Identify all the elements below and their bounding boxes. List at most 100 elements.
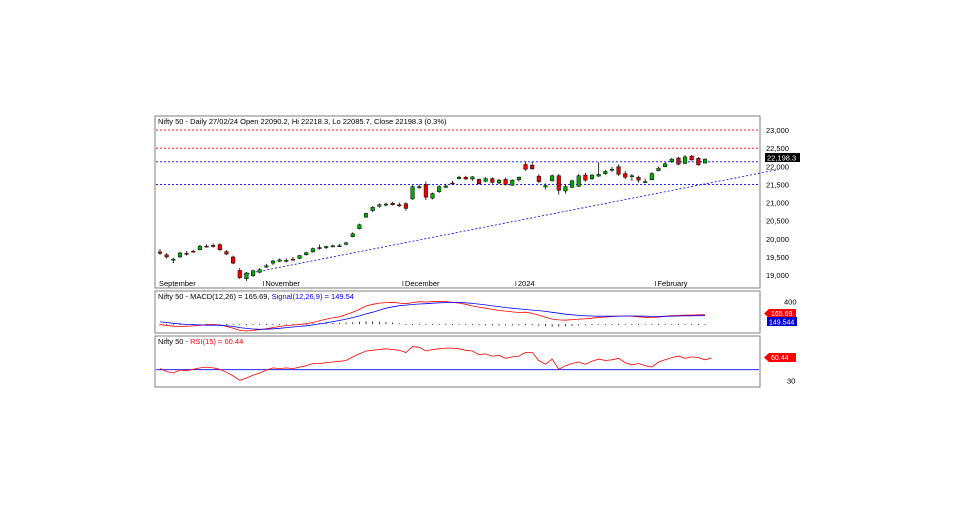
candle-body	[330, 245, 335, 248]
candle-body	[350, 233, 355, 237]
candle-body	[656, 167, 661, 171]
macd-panel: Nifty 50 - MACD(12,26) = 165.69, Signal(…	[154, 290, 797, 334]
price-y-tick-label: 22,000	[766, 162, 789, 171]
candle-body	[570, 180, 575, 188]
candle-body	[397, 204, 402, 207]
candle-body	[217, 244, 222, 250]
rsi-badge-box	[764, 353, 796, 362]
macd-title: Nifty 50 - MACD(12,26) = 165.69, Signal(…	[158, 292, 354, 301]
candle-body	[257, 269, 262, 273]
candle-body	[211, 245, 216, 247]
candle-body	[596, 174, 601, 177]
candle-body	[264, 265, 269, 268]
candle-body	[543, 185, 548, 188]
price-y-tick-label: 21,000	[766, 199, 789, 208]
rsi-badge: 60.44	[764, 353, 796, 362]
candle-body	[689, 155, 694, 161]
macd-panel-frame	[154, 290, 761, 334]
price-x-tick-label: November	[265, 279, 300, 288]
signal-badge: 149.544	[767, 317, 797, 327]
price-y-tick-label: 23,000	[766, 126, 789, 135]
candle-body	[224, 251, 229, 255]
price-y-tick-label: 21,500	[766, 180, 789, 189]
candle-body	[297, 255, 302, 259]
candle-body	[536, 175, 541, 182]
last-price-badge-text: 22,198.3	[767, 154, 796, 163]
candle-body	[191, 250, 196, 253]
candle-body	[583, 174, 588, 181]
candle-body	[270, 260, 276, 264]
price-x-tick-label: December	[405, 279, 440, 288]
candle-body	[510, 179, 515, 186]
rsi-panel: Nifty 50 - RSI(15) = 60.44 30 60.44	[154, 335, 796, 388]
candle-body	[576, 175, 581, 187]
candle-body	[616, 166, 621, 175]
macd-y-axis: 400	[784, 297, 797, 306]
trendline-group	[239, 169, 779, 276]
price-y-tick-label: 20,000	[766, 235, 789, 244]
candle-body	[344, 242, 349, 245]
rsi-title: Nifty 50 - RSI(15) = 60.44	[158, 337, 243, 346]
rsi-y-axis: 30	[787, 376, 795, 385]
candle-body	[603, 171, 608, 174]
candle-body	[430, 193, 435, 199]
candles-group	[157, 155, 708, 281]
candle-body	[636, 176, 641, 181]
rsi-panel-frame	[154, 335, 761, 388]
candle-body	[470, 176, 475, 180]
rsi-title-prefix: Nifty 50 -	[158, 337, 190, 346]
candle-body	[683, 156, 688, 164]
candle-body	[643, 181, 648, 183]
candle-body	[284, 260, 289, 262]
candle-body	[197, 245, 202, 250]
signal-badge-box	[767, 317, 797, 326]
price-x-axis: September November December 2024 February	[159, 279, 688, 288]
candle-body	[310, 248, 315, 253]
candle-body	[324, 246, 329, 248]
price-x-tick-label: 2024	[518, 279, 535, 288]
price-panel: Nifty 50 - Daily 27/02/24 Open 22090.2, …	[154, 115, 800, 289]
price-y-tick-label: 19,500	[766, 253, 789, 262]
candle-body	[337, 245, 342, 247]
trendline	[239, 169, 779, 276]
rsi-y-tick-label: 30	[787, 376, 795, 385]
candle-body	[390, 203, 395, 206]
rsi-badge-text: 60.44	[771, 355, 789, 362]
rsi-series-line	[159, 346, 712, 381]
candle-body	[609, 168, 615, 171]
macd-title-prefix: Nifty 50 -	[158, 292, 190, 301]
price-y-tick-label: 19,000	[766, 271, 789, 280]
candle-body	[250, 270, 256, 277]
candle-body	[496, 179, 502, 184]
candle-body	[423, 184, 428, 198]
candle-body	[483, 178, 488, 182]
candle-body	[702, 158, 708, 164]
candle-body	[231, 256, 236, 264]
candle-body	[244, 272, 249, 279]
rsi-title-value: RSI(15) = 60.44	[190, 337, 243, 346]
candle-body	[204, 245, 209, 248]
candle-body	[417, 186, 422, 188]
candle-body	[530, 164, 535, 170]
candle-body	[290, 258, 295, 261]
price-y-axis: 23,000 22,500 22,000 21,500 21,000 20,500 20,0…	[766, 126, 789, 280]
macd-badge: 165.69	[764, 309, 796, 318]
candle-body	[563, 186, 568, 192]
candle-body	[503, 179, 508, 185]
candle-body	[377, 204, 382, 207]
rsi-line	[159, 346, 712, 381]
price-y-tick-label: 22,500	[766, 144, 789, 153]
candle-body	[476, 179, 482, 184]
last-price-badge: 22,198.3	[765, 153, 800, 163]
macd-histogram	[159, 321, 706, 327]
candle-body	[410, 186, 415, 200]
candle-body	[629, 175, 634, 178]
last-price-badge-box	[765, 153, 800, 162]
candle-body	[676, 157, 681, 165]
candle-body	[383, 203, 389, 206]
price-panel-title: Nifty 50 - Daily 27/02/24 Open 22090.2, …	[158, 117, 447, 126]
candle-body	[171, 258, 176, 261]
candle-body	[556, 175, 561, 191]
candle-body	[523, 164, 528, 170]
